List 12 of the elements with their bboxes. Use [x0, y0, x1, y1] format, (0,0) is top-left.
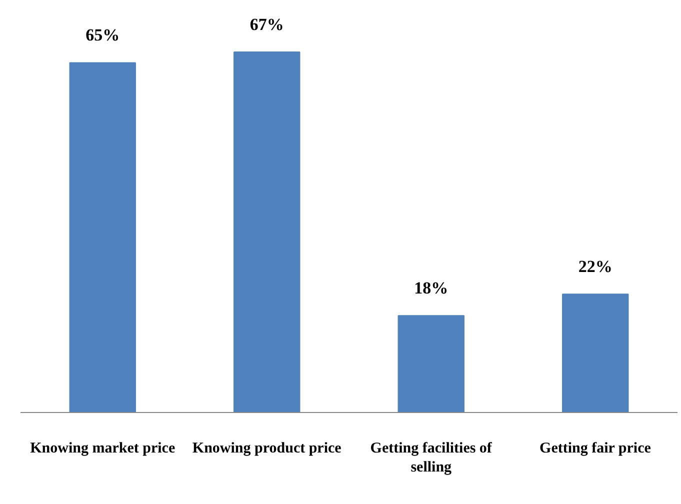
bar: [562, 294, 629, 412]
data-label: 22%: [578, 257, 612, 276]
bar: [69, 62, 136, 412]
data-label: 18%: [414, 278, 448, 298]
x-tick-label: Knowing product price: [192, 440, 342, 456]
bar: [398, 315, 464, 412]
x-tick-label: Knowing market price: [30, 440, 176, 456]
bar: [234, 51, 300, 412]
data-label: 67%: [250, 14, 284, 34]
x-tick-label: Getting facilities of selling: [370, 440, 493, 476]
x-tick-label: Getting fair price: [540, 440, 652, 456]
data-label: 65%: [86, 26, 120, 45]
